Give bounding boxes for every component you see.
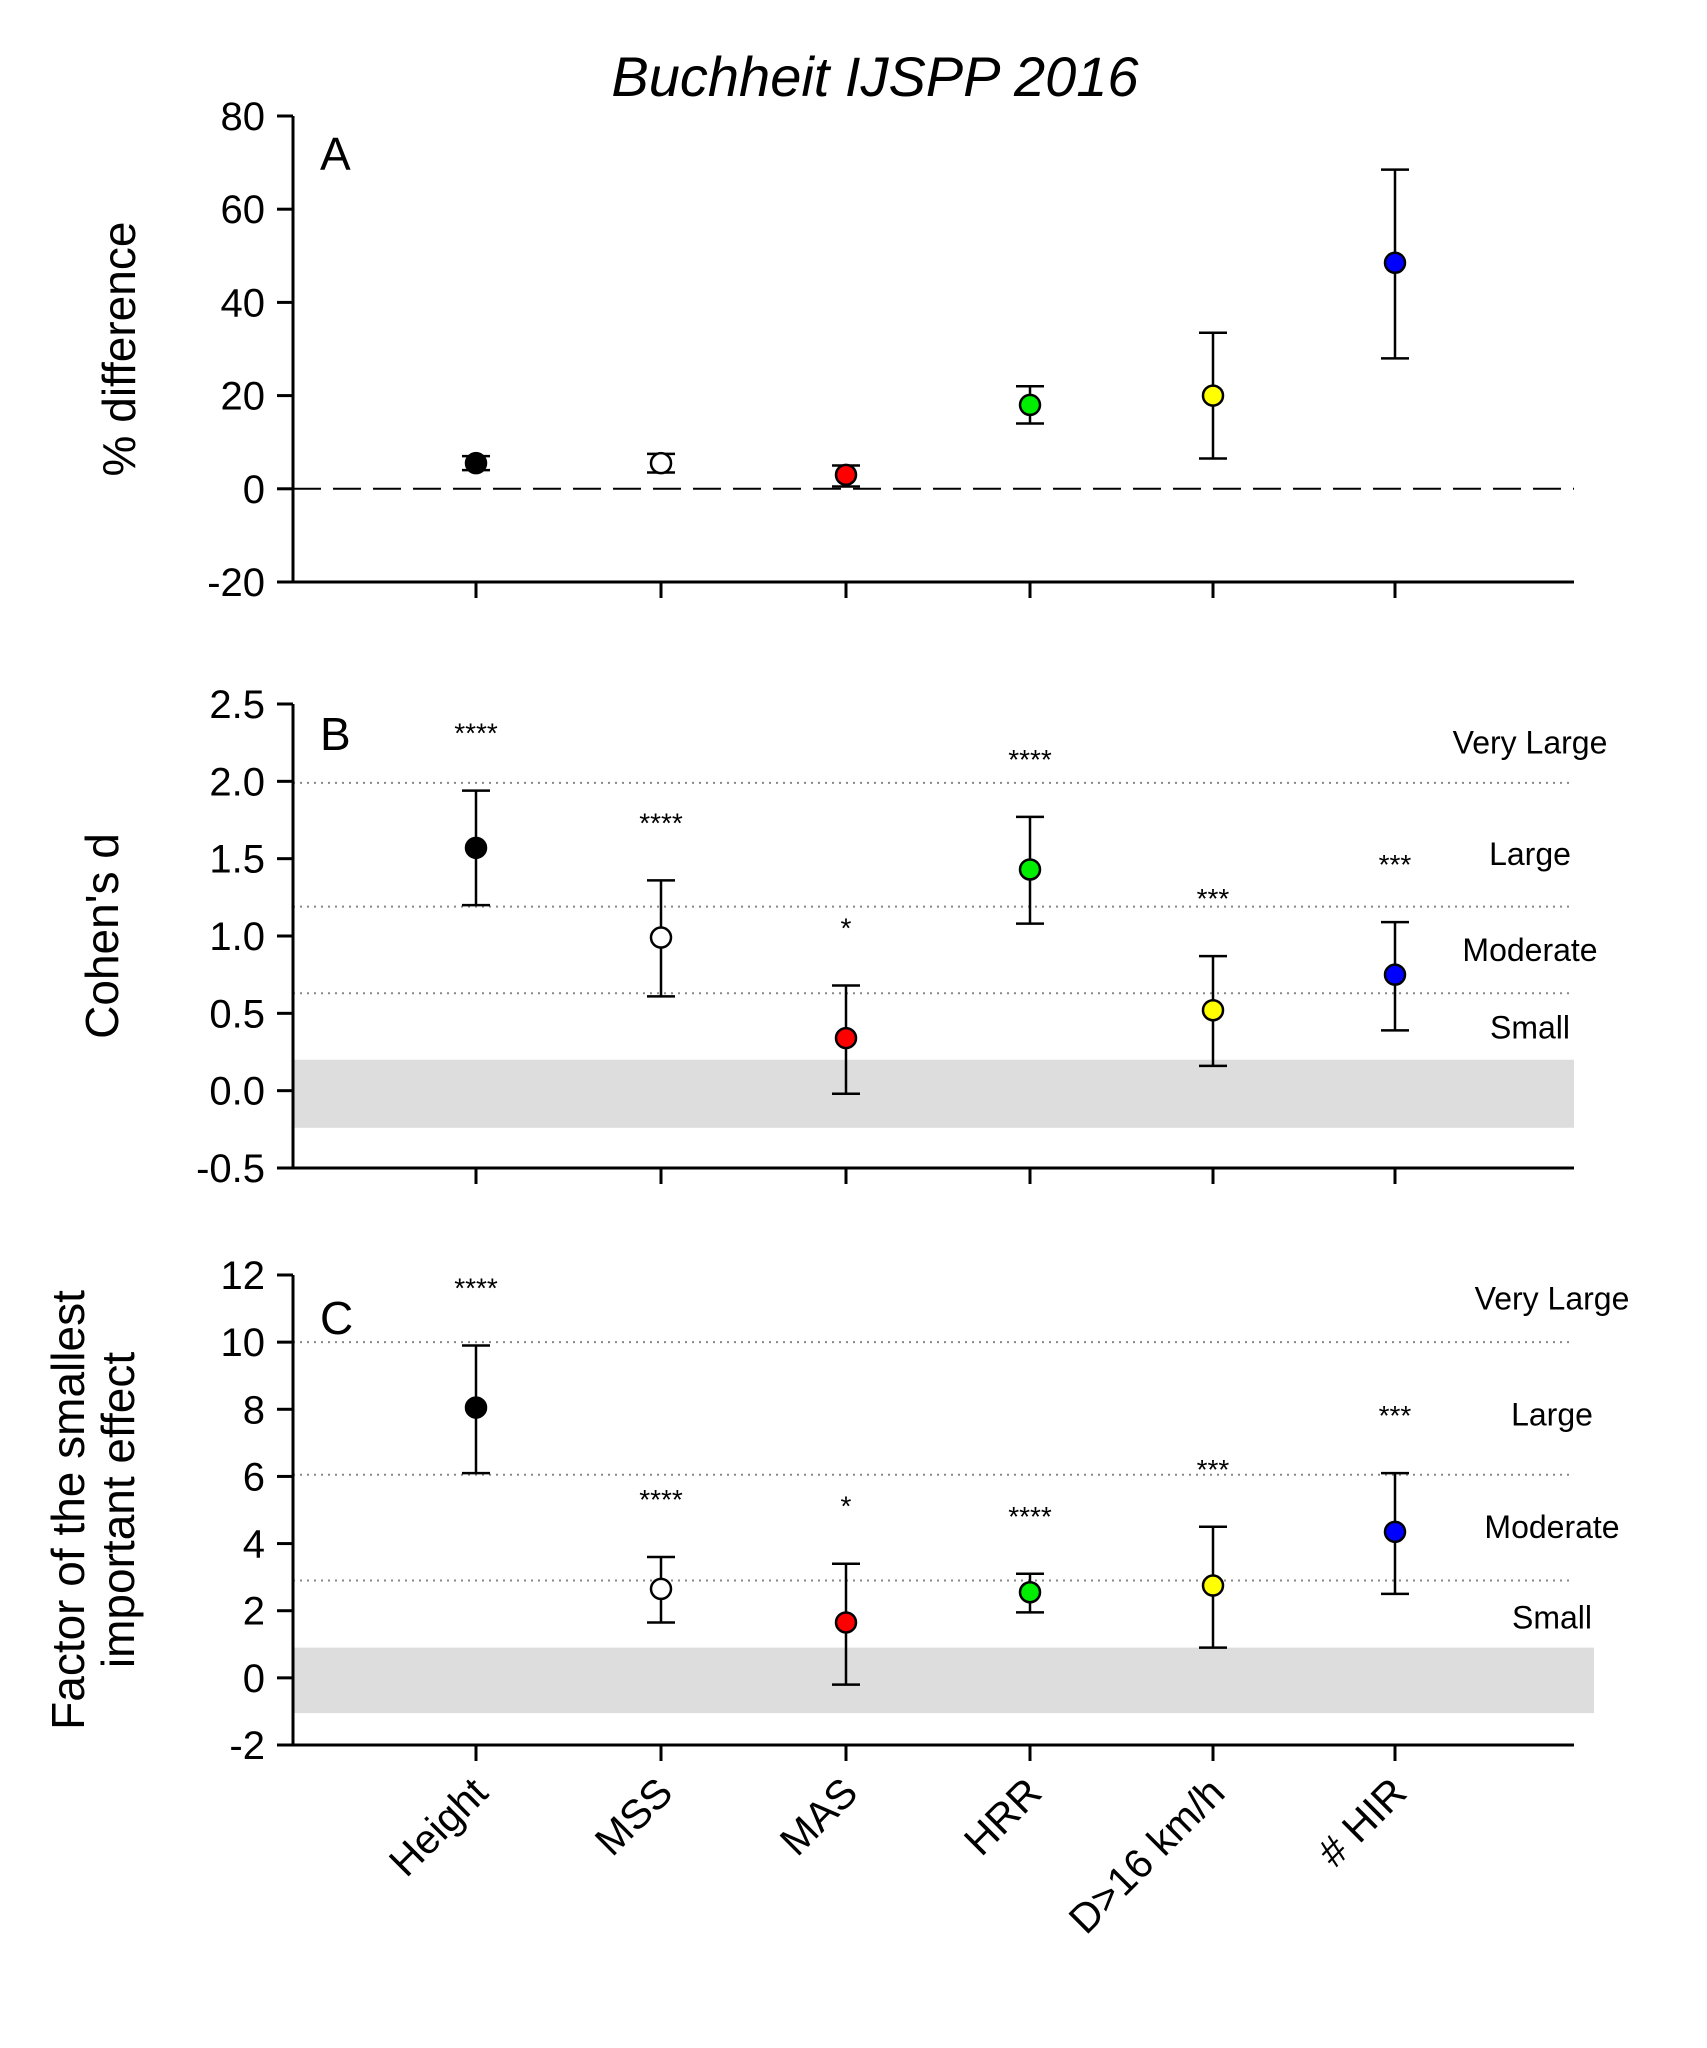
data-point-d-16-km-h: [1201, 998, 1225, 1022]
y-tick-label: 10: [221, 1321, 266, 1365]
category-label: Height: [380, 1768, 497, 1885]
y-tick-label: -20: [207, 561, 265, 605]
panel-A: -20 0 20 40 60 80 % difference A: [93, 95, 1574, 605]
data-point-hrr: [1018, 1581, 1042, 1604]
significance-label: ****: [639, 1484, 683, 1515]
category-label: MSS: [586, 1769, 681, 1864]
band-label: Very Large: [1453, 725, 1608, 761]
significance-label: ****: [639, 807, 683, 838]
y-tick-label: 6: [243, 1455, 265, 1499]
significance-label: ***: [1379, 849, 1412, 880]
significance-label: ****: [1008, 744, 1052, 775]
band-label: Small: [1512, 1599, 1592, 1635]
category-label: MAS: [771, 1769, 866, 1864]
y-tick-label: 1.5: [209, 838, 265, 882]
data-point-mas: [834, 463, 858, 487]
y-axis-label: Factor of the smallest: [42, 1290, 94, 1730]
y-tick-label: 8: [243, 1388, 265, 1432]
data-point-mss: [649, 1577, 673, 1601]
band-label: Small: [1490, 1009, 1570, 1045]
data-point--hir: [1383, 251, 1407, 275]
y-tick-label: 0.5: [209, 992, 265, 1036]
data-point--hir: [1383, 963, 1407, 986]
y-tick-label: 80: [221, 95, 266, 139]
panel-C: -2 0 2 4 6 8 10 12 Factor of the smallestimporta…: [42, 1254, 1629, 1942]
data-point-d-16-km-h: [1201, 384, 1225, 407]
data-point-height: [464, 451, 488, 475]
panel-letter: B: [320, 708, 351, 760]
band-label: Very Large: [1475, 1281, 1630, 1317]
y-axis-label: Cohen's d: [76, 833, 128, 1039]
significance-label: ****: [454, 1273, 498, 1304]
significance-label: ***: [1379, 1400, 1412, 1431]
significance-label: *: [841, 1491, 852, 1522]
data-point-height: [464, 836, 488, 860]
panel-letter: C: [320, 1292, 353, 1344]
y-tick-label: 12: [221, 1254, 266, 1298]
band-label: Moderate: [1484, 1509, 1619, 1545]
data-point-d-16-km-h: [1201, 1574, 1225, 1597]
y-tick-label: 0: [243, 468, 265, 512]
trivial-band: [293, 1059, 1574, 1128]
data-point-height: [464, 1396, 488, 1419]
significance-label: ***: [1197, 1454, 1230, 1485]
data-point-hrr: [1018, 393, 1042, 417]
y-tick-label: 20: [221, 375, 266, 419]
y-axis-label: important effect: [92, 1352, 144, 1668]
data-point-mas: [834, 1611, 858, 1634]
y-axis-label: % difference: [93, 222, 145, 477]
y-tick-label: 0.0: [209, 1070, 265, 1114]
significance-label: ****: [1008, 1501, 1052, 1532]
band-label: Large: [1489, 836, 1571, 872]
trivial-band: [293, 1647, 1594, 1714]
panel-B: -0.5 0.0 0.5 1.0 1.5 2.0 2.5 Cohen's d B Very Lar…: [76, 683, 1607, 1191]
significance-label: ****: [454, 718, 498, 749]
y-tick-label: 60: [221, 188, 266, 232]
y-tick-label: 2.5: [209, 683, 265, 727]
y-tick-label: 4: [243, 1523, 265, 1567]
data-point-mss: [649, 451, 673, 475]
y-tick-label: -0.5: [196, 1147, 265, 1191]
significance-label: *: [841, 912, 852, 943]
category-label: D>16 km/h: [1060, 1769, 1234, 1943]
category-label: HRR: [955, 1769, 1050, 1864]
panel-letter: A: [320, 128, 351, 180]
y-tick-label: 1.0: [209, 915, 265, 959]
band-label: Moderate: [1462, 932, 1597, 968]
data-point-mss: [649, 926, 673, 949]
figure-title: Buchheit IJSPP 2016: [611, 45, 1139, 108]
band-label: Large: [1511, 1396, 1593, 1432]
category-label: # HIR: [1309, 1769, 1416, 1876]
data-point-mas: [834, 1026, 858, 1050]
data-point-hrr: [1018, 858, 1042, 881]
y-tick-label: 0: [243, 1657, 265, 1701]
significance-label: ***: [1197, 883, 1230, 914]
y-tick-label: 2.0: [209, 760, 265, 804]
y-tick-label: -2: [229, 1724, 265, 1768]
y-tick-label: 40: [221, 281, 266, 325]
data-point--hir: [1383, 1520, 1407, 1544]
y-tick-label: 2: [243, 1590, 265, 1634]
